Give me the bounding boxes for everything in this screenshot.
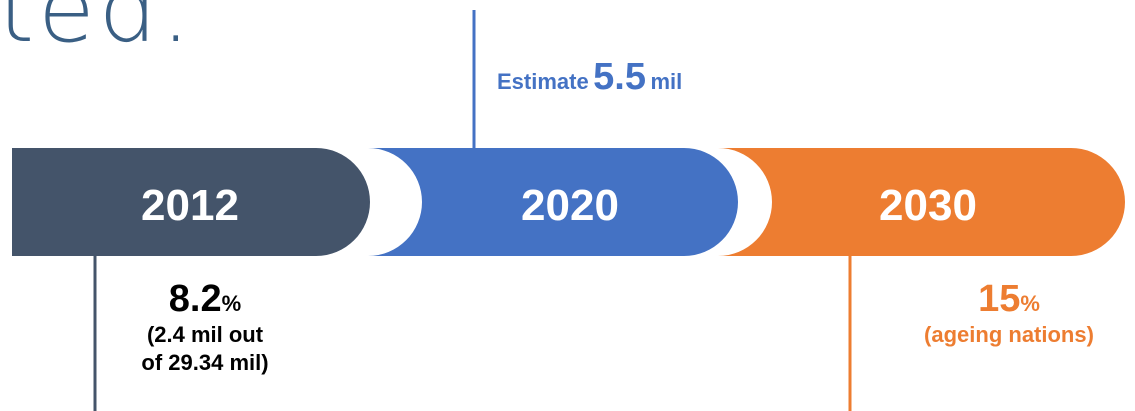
year-label-2012: 2012 [141, 181, 239, 230]
stat-2030-note: (ageing nations) [924, 322, 1094, 347]
stat-2012-note-line1: (2.4 mil out [146, 322, 264, 347]
stat-2030: 15% (ageing nations) [878, 278, 1135, 349]
stat-2012-unit: % [221, 291, 242, 316]
estimate-prefix: Estimate [497, 69, 589, 94]
year-label-2030: 2030 [879, 181, 977, 230]
title-fragment: ted. [0, 0, 195, 63]
segment-2012 [12, 148, 370, 256]
stat-2012: 8.2% (2.4 mil out of 29.34 mil) [100, 278, 310, 377]
estimate-annotation: Estimate 5.5 mil [497, 56, 682, 99]
stat-2030-unit: % [1020, 291, 1040, 316]
segment-2020 [368, 148, 738, 256]
stat-2012-value: 8.2 [168, 278, 222, 320]
estimate-value: 5.5 [593, 56, 646, 98]
year-label-2020: 2020 [521, 181, 619, 230]
stat-2012-note-line2: of 29.34 mil) [141, 350, 269, 375]
segment-2030 [718, 148, 1125, 256]
estimate-unit: mil [650, 69, 683, 94]
stat-2030-value: 15 [978, 278, 1021, 320]
